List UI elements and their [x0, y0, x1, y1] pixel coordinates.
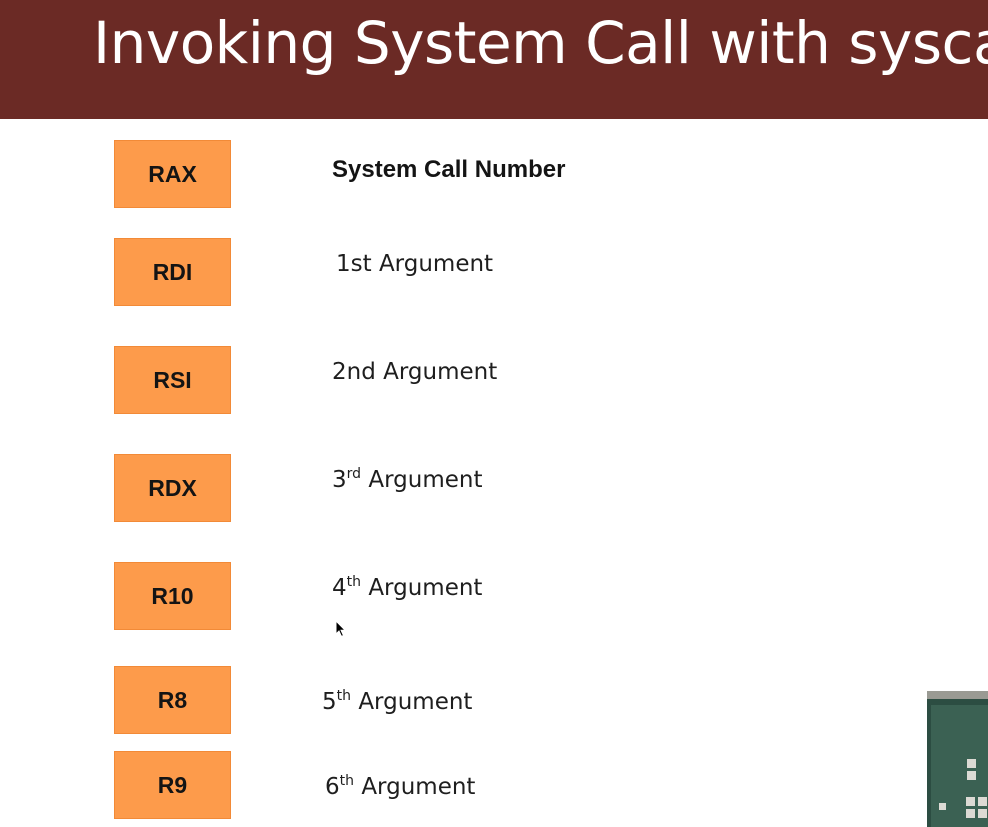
thumbnail-tile — [967, 759, 976, 768]
ordinal-number: 5 — [322, 689, 337, 715]
register-box-rdi: RDI — [114, 238, 231, 306]
thumbnail-tile — [966, 797, 975, 806]
mouse-pointer-icon — [335, 619, 347, 642]
thumbnail-frame — [927, 691, 988, 699]
register-box-r8: R8 — [114, 666, 231, 734]
register-label-r9: R9 — [157, 771, 188, 798]
argument-word: Argument — [354, 774, 476, 800]
ordinal-suffix: th — [339, 773, 355, 789]
ordinal-suffix: th — [346, 574, 362, 590]
ordinal-suffix: th — [336, 688, 352, 704]
register-desc-rsi: 2nd Argument — [332, 361, 497, 384]
ordinal-number: 4 — [332, 575, 347, 601]
register-desc-rax: System Call Number — [332, 158, 565, 182]
register-desc-r9: 6th Argument — [325, 773, 476, 800]
thumbnail-tile — [978, 797, 987, 806]
title-bar: Invoking System Call with sysca — [0, 0, 988, 119]
register-desc-r8: 5th Argument — [322, 688, 473, 715]
register-box-rax: RAX — [114, 140, 231, 208]
register-desc-rsi-text: 2nd Argument — [332, 359, 498, 385]
ordinal-suffix: rd — [346, 466, 362, 482]
register-desc-rax-text: System Call Number — [332, 156, 566, 183]
register-label-rsi: RSI — [153, 366, 192, 393]
argument-word: Argument — [361, 467, 483, 493]
register-desc-rdi: 1st Argument — [336, 253, 493, 276]
thumbnail-tile — [978, 809, 987, 818]
argument-word: Argument — [361, 575, 483, 601]
register-desc-r10: 4th Argument — [332, 574, 483, 601]
register-label-rdx: RDX — [148, 474, 197, 501]
register-box-rsi: RSI — [114, 346, 231, 414]
register-box-r10: R10 — [114, 562, 231, 630]
slide-title: Invoking System Call with sysca — [93, 9, 988, 77]
argument-word: Argument — [351, 689, 473, 715]
register-desc-rdi-text: 1st Argument — [336, 251, 494, 277]
thumbnail-tile — [939, 803, 946, 810]
register-label-r10: R10 — [151, 582, 194, 609]
register-label-r8: R8 — [157, 686, 188, 713]
register-box-rdx: RDX — [114, 454, 231, 522]
register-desc-rdx: 3rd Argument — [332, 466, 483, 493]
register-label-rax: RAX — [148, 160, 197, 187]
ordinal-number: 3 — [332, 467, 347, 493]
thumbnail-tile — [967, 771, 976, 780]
ordinal-number: 6 — [325, 774, 340, 800]
register-label-rdi: RDI — [152, 258, 193, 285]
presenter-video-thumbnail — [927, 691, 988, 827]
register-box-r9: R9 — [114, 751, 231, 819]
thumbnail-tile — [966, 809, 975, 818]
